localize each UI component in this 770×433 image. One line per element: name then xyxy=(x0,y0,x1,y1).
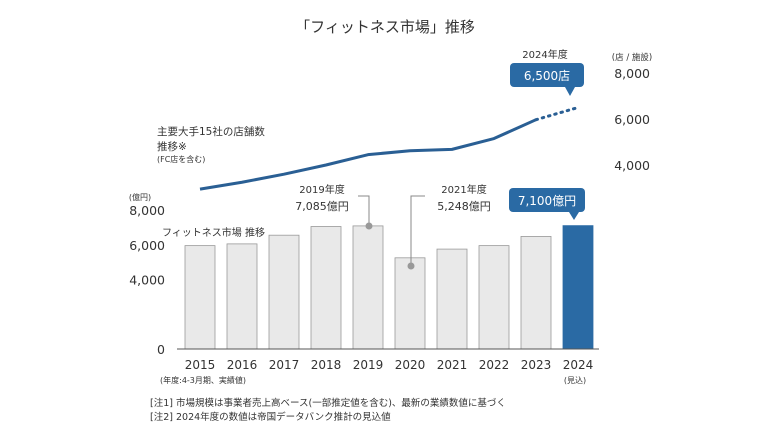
annotation-2021-leader xyxy=(410,195,425,266)
line-series-note: (FC店を含む) xyxy=(157,154,205,164)
left-tick-4000: 4,000 xyxy=(129,273,165,288)
stores-callout-year: 2024年度 xyxy=(522,48,567,61)
bar-2019 xyxy=(352,225,384,350)
annotation-2019-leader xyxy=(358,195,370,226)
x-label-2020: 2020 xyxy=(395,358,426,372)
bar-2024 xyxy=(562,225,594,350)
store-count-projection xyxy=(534,106,580,122)
annotation-2019-value: 7,085億円 xyxy=(295,200,349,213)
bar-2015 xyxy=(184,245,216,350)
bar-2016 xyxy=(226,243,258,350)
bar-2021 xyxy=(436,248,468,350)
right-axis-ticks: 8,000 6,000 4,000 xyxy=(614,66,650,173)
x-label-2017: 2017 xyxy=(269,358,300,372)
footnote-2: [注2] 2024年度の数値は帝国データバンク推計の見込値 xyxy=(150,411,391,423)
stores-callout-pointer xyxy=(565,87,575,96)
bar-series-label: フィットネス市場 推移 xyxy=(162,226,265,239)
bar-series xyxy=(184,225,594,350)
annotation-2019-year: 2019年度 xyxy=(299,183,344,196)
x-label-2019: 2019 xyxy=(353,358,384,372)
store-count-line xyxy=(199,118,537,191)
market-callout-pointer xyxy=(569,212,579,220)
bar-2023 xyxy=(520,236,552,350)
right-tick-8000: 8,000 xyxy=(614,66,650,81)
x-label-2024-note: (見込) xyxy=(564,376,586,385)
annotation-2021-year: 2021年度 xyxy=(441,183,486,196)
market-callout-value: 7,100億円 xyxy=(518,194,576,208)
x-label-2016: 2016 xyxy=(227,358,258,372)
left-tick-8000: 8,000 xyxy=(129,203,165,218)
x-label-2023: 2023 xyxy=(521,358,552,372)
stores-callout-value: 6,500店 xyxy=(524,69,570,83)
left-axis-ticks: 8,000 6,000 4,000 0 xyxy=(129,203,165,357)
x-axis-labels: 2015 2016 2017 2018 2019 2020 2021 2022 2023 2024 xyxy=(185,358,594,372)
market-callout-box xyxy=(509,188,585,212)
footnote-1: [注1] 市場規模は事業者売上高ベース(一部推定値を含む)、最新の業績数値に基づ… xyxy=(150,397,506,409)
left-tick-0: 0 xyxy=(157,342,165,357)
x-label-2021: 2021 xyxy=(437,358,468,372)
annotation-2019-dot xyxy=(365,222,373,230)
right-axis-unit: (店 / 施設) xyxy=(612,52,652,63)
x-axis-note: (年度:4-3月期、実績値) xyxy=(160,375,246,385)
right-tick-4000: 4,000 xyxy=(614,158,650,173)
x-label-2022: 2022 xyxy=(479,358,510,372)
line-series-label-2: 推移※ xyxy=(157,140,187,153)
x-label-2015: 2015 xyxy=(185,358,216,372)
bar-2018 xyxy=(310,226,342,350)
bar-2022 xyxy=(478,245,510,350)
bar-2017 xyxy=(268,234,300,350)
left-axis-unit: (億円) xyxy=(129,192,151,202)
annotation-2021-value: 5,248億円 xyxy=(437,200,491,213)
chart-title: 「フィットネス市場」推移 xyxy=(295,18,475,36)
bar-2020 xyxy=(394,257,426,350)
stores-callout-box xyxy=(510,63,584,87)
line-series-label-1: 主要大手15社の店舗数 xyxy=(157,125,265,138)
right-tick-6000: 6,000 xyxy=(614,112,650,127)
line-series xyxy=(199,106,580,191)
annotation-2021-dot xyxy=(407,262,415,270)
left-tick-6000: 6,000 xyxy=(129,238,165,253)
x-label-2024: 2024 xyxy=(563,358,594,372)
x-label-2018: 2018 xyxy=(311,358,342,372)
